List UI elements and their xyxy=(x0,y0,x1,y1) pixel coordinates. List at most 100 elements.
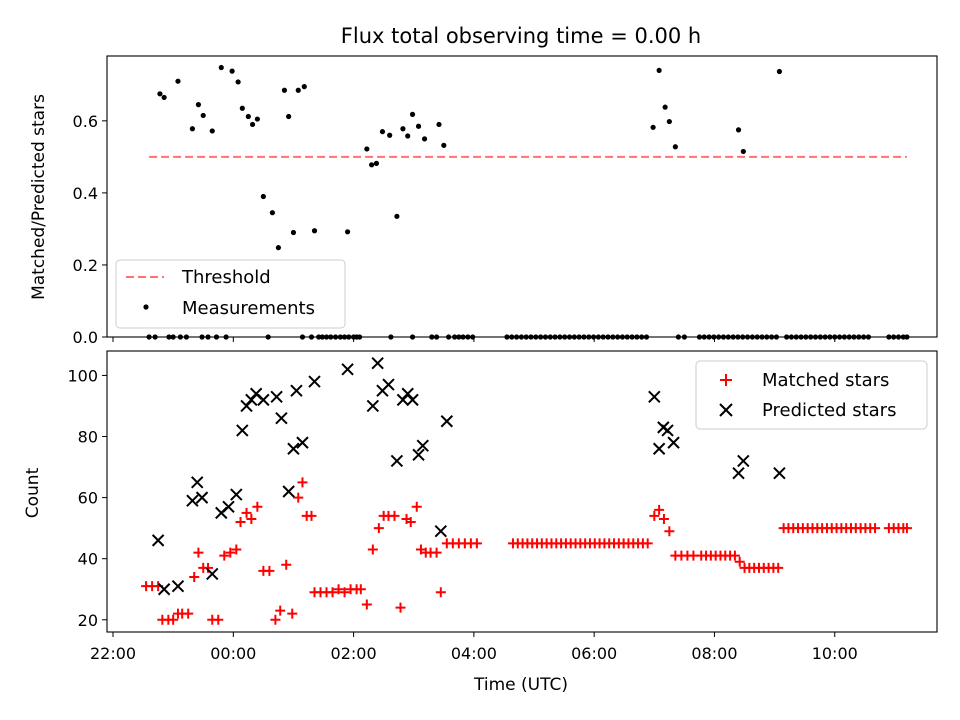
matched-star-point xyxy=(235,517,246,528)
predicted-star-point xyxy=(206,567,219,581)
measurement-point xyxy=(776,68,783,75)
legend-predicted-label: Predicted stars xyxy=(762,400,896,421)
legend-measurements-swatch xyxy=(143,304,149,310)
predicted-star-point xyxy=(412,448,425,462)
chart-title: Flux total observing time = 0.00 h xyxy=(341,24,701,48)
measurement-point xyxy=(421,136,428,142)
legend-threshold-label: Threshold xyxy=(181,267,271,288)
bottom-legend-box xyxy=(695,360,928,430)
top-ytick-label: 0.2 xyxy=(73,256,98,275)
measurement-point xyxy=(666,118,672,125)
top-ytick-label: 0.0 xyxy=(73,328,98,347)
predicted-star-point xyxy=(236,424,249,437)
matched-star-point xyxy=(373,523,384,534)
bottom-ytick-label: 80 xyxy=(78,428,98,447)
predicted-star-point xyxy=(270,390,283,404)
bottom-xtick-label: 10:00 xyxy=(812,644,858,663)
predicted-star-point xyxy=(434,524,448,538)
measurement-point xyxy=(400,126,406,132)
bottom-ytick-label: 20 xyxy=(78,611,98,630)
measurement-point xyxy=(364,146,370,152)
predicted-star-point xyxy=(667,436,680,449)
matched-star-point xyxy=(642,538,653,549)
matched-star-point xyxy=(183,608,194,619)
predicted-star-point xyxy=(257,393,270,407)
top-ytick-label: 0.6 xyxy=(73,112,98,131)
legend-matched-swatch xyxy=(720,374,732,386)
measurement-point xyxy=(275,245,282,251)
bottom-y-ticks: 20 40 60 80 100 xyxy=(67,366,107,630)
predicted-star-point xyxy=(366,399,380,413)
matched-star-point xyxy=(241,507,252,518)
bottom-ytick-label: 60 xyxy=(78,489,98,508)
measurement-point xyxy=(311,228,318,234)
predicted-points-layer xyxy=(151,357,786,596)
measurement-point xyxy=(209,128,215,134)
predicted-star-point xyxy=(737,454,750,468)
measurement-point xyxy=(269,210,275,216)
matched-star-point xyxy=(389,510,400,521)
matched-star-point xyxy=(431,547,442,558)
measurement-point xyxy=(656,67,662,74)
legend-predicted-swatch xyxy=(719,403,733,417)
bottom-xtick-label: 04:00 xyxy=(451,644,497,663)
matched-star-point xyxy=(339,587,350,598)
matched-points-layer xyxy=(141,477,912,625)
predicted-star-point xyxy=(230,488,243,501)
predicted-star-point xyxy=(341,363,354,376)
measurement-point xyxy=(229,68,235,74)
measurement-point xyxy=(379,129,386,135)
measurement-point xyxy=(373,160,380,166)
measurement-point xyxy=(672,144,678,150)
measurement-point xyxy=(254,116,260,122)
matched-star-point xyxy=(231,544,242,555)
top-legend-box xyxy=(115,259,346,329)
matched-star-point xyxy=(405,517,416,528)
predicted-star-point xyxy=(390,454,404,468)
matched-star-point xyxy=(203,562,214,573)
bottom-panel: Count Time (UTC) 20 40 60 80 100 22:00 00:00 0… xyxy=(23,350,938,695)
predicted-star-point xyxy=(440,415,454,428)
matched-star-point xyxy=(252,501,263,512)
matched-star-point xyxy=(411,501,422,512)
matched-star-point xyxy=(654,504,665,515)
predicted-star-point xyxy=(406,393,419,407)
measurement-point xyxy=(735,127,742,133)
matched-star-point xyxy=(281,559,292,570)
matched-star-point xyxy=(773,562,784,573)
matched-star-point xyxy=(901,523,912,534)
measurement-point xyxy=(290,229,297,236)
bottom-xtick-label: 02:00 xyxy=(331,644,377,663)
matched-star-point xyxy=(225,547,236,558)
measurement-point xyxy=(295,87,301,93)
matched-star-point xyxy=(355,584,366,595)
top-ytick-label: 0.4 xyxy=(73,184,98,203)
predicted-star-point xyxy=(282,485,295,498)
bottom-plot-frame xyxy=(106,350,938,633)
measurement-point xyxy=(436,121,442,128)
predicted-star-point xyxy=(191,476,204,489)
top-panel: Flux total observing time = 0.00 h Match… xyxy=(29,24,938,347)
matched-star-point xyxy=(275,605,286,616)
matched-star-point xyxy=(367,544,378,555)
matched-star-point xyxy=(219,550,230,561)
measurement-point xyxy=(157,91,163,97)
matched-star-point xyxy=(435,587,446,598)
measurement-point xyxy=(189,126,196,132)
measurement-point xyxy=(387,132,393,138)
matched-star-point xyxy=(297,477,308,488)
matched-star-point xyxy=(213,614,224,625)
measurement-point xyxy=(281,87,288,93)
predicted-star-point xyxy=(661,424,674,437)
measurement-point xyxy=(369,162,375,168)
matched-star-point xyxy=(649,510,660,521)
bottom-xtick-label: 00:00 xyxy=(210,644,256,663)
matched-star-point xyxy=(193,547,204,558)
measurement-point xyxy=(409,111,416,117)
matched-star-point xyxy=(870,523,881,534)
bottom-x-ticks: 22:00 00:00 02:00 04:00 06:00 08:00 10:00 xyxy=(90,632,858,663)
matched-star-point xyxy=(333,584,344,595)
matched-star-point xyxy=(189,572,200,583)
predicted-star-point xyxy=(416,439,429,452)
